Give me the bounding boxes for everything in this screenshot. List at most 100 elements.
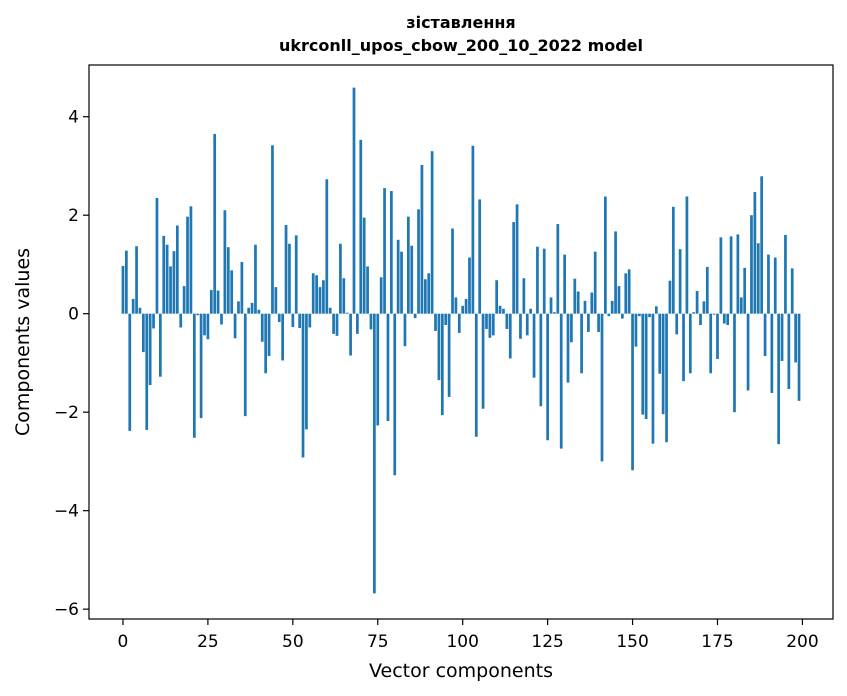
bar-130 bbox=[563, 254, 566, 314]
bar-87 bbox=[417, 209, 420, 314]
bar-61 bbox=[328, 307, 332, 314]
bar-121 bbox=[532, 313, 536, 378]
bar-180 bbox=[733, 313, 736, 413]
bar-153 bbox=[641, 313, 645, 415]
bar-50 bbox=[291, 313, 295, 327]
bar-148 bbox=[624, 273, 628, 314]
x-axis-label: Vector components bbox=[369, 660, 553, 682]
bar-67 bbox=[349, 313, 352, 356]
bar-156 bbox=[651, 313, 655, 444]
x-tick-label: 150 bbox=[616, 632, 648, 652]
bar-32 bbox=[230, 270, 234, 314]
bar-66 bbox=[345, 312, 349, 314]
bar-90 bbox=[427, 273, 431, 314]
bar-84 bbox=[406, 216, 410, 314]
bar-48 bbox=[284, 225, 288, 314]
bar-158 bbox=[658, 313, 662, 374]
bar-150 bbox=[631, 313, 634, 471]
bar-76 bbox=[379, 277, 383, 314]
bar-115 bbox=[512, 222, 516, 314]
bar-31 bbox=[226, 247, 230, 314]
bar-96 bbox=[447, 313, 451, 397]
bar-183 bbox=[743, 267, 747, 314]
bar-26 bbox=[209, 290, 213, 314]
bar-159 bbox=[661, 313, 665, 415]
bar-143 bbox=[607, 313, 611, 317]
x-tick-label: 100 bbox=[446, 632, 478, 652]
bar-22 bbox=[196, 313, 200, 316]
bar-103 bbox=[471, 145, 475, 314]
bar-81 bbox=[396, 239, 400, 314]
bar-107 bbox=[485, 313, 488, 329]
bar-71 bbox=[362, 217, 366, 314]
bar-184 bbox=[746, 313, 750, 391]
bar-43 bbox=[267, 313, 271, 357]
bar-135 bbox=[580, 313, 583, 374]
bar-17 bbox=[179, 313, 183, 328]
bar-35 bbox=[240, 261, 244, 314]
bar-154 bbox=[644, 313, 648, 420]
bar-38 bbox=[250, 302, 254, 314]
y-tick-label: −4 bbox=[54, 502, 79, 522]
bar-52 bbox=[298, 313, 301, 328]
bar-79 bbox=[390, 191, 393, 314]
bar-178 bbox=[726, 313, 730, 326]
bar-100 bbox=[461, 305, 465, 314]
bar-169 bbox=[695, 291, 699, 314]
bar-80 bbox=[393, 313, 397, 476]
bar-5 bbox=[138, 307, 142, 314]
bar-83 bbox=[403, 313, 407, 347]
bar-145 bbox=[614, 231, 617, 314]
bar-9 bbox=[152, 313, 155, 329]
bar-73 bbox=[369, 313, 373, 330]
bar-186 bbox=[753, 192, 757, 314]
bar-136 bbox=[583, 300, 587, 314]
bar-173 bbox=[709, 313, 713, 374]
bar-117 bbox=[519, 313, 522, 339]
bar-11 bbox=[158, 313, 162, 377]
bar-194 bbox=[780, 313, 784, 361]
bar-113 bbox=[505, 313, 509, 329]
bar-95 bbox=[444, 313, 448, 326]
bar-192 bbox=[773, 257, 777, 314]
bar-168 bbox=[692, 312, 696, 314]
bar-187 bbox=[756, 243, 760, 314]
bar-45 bbox=[274, 287, 278, 314]
bar-74 bbox=[373, 313, 376, 594]
bar-60 bbox=[325, 179, 329, 314]
bar-196 bbox=[787, 313, 791, 390]
bar-161 bbox=[668, 280, 672, 314]
bar-170 bbox=[699, 313, 702, 326]
bar-30 bbox=[223, 210, 227, 314]
bar-44 bbox=[271, 145, 274, 314]
x-tick-label: 200 bbox=[786, 632, 818, 652]
bar-42 bbox=[264, 313, 268, 374]
bar-28 bbox=[216, 290, 220, 314]
bar-190 bbox=[767, 254, 770, 314]
bar-98 bbox=[454, 297, 458, 314]
bar-82 bbox=[400, 251, 403, 314]
bar-160 bbox=[665, 313, 668, 443]
bar-8 bbox=[148, 313, 152, 386]
bar-13 bbox=[165, 244, 169, 314]
bar-89 bbox=[423, 279, 427, 314]
bar-97 bbox=[451, 228, 454, 314]
bar-142 bbox=[604, 196, 607, 314]
bar-175 bbox=[716, 313, 719, 359]
bar-15 bbox=[172, 251, 176, 314]
x-axis: 0 25 50 75 100 125 150 175 200 bbox=[118, 619, 819, 652]
bar-197 bbox=[790, 268, 794, 314]
bar-124 bbox=[542, 248, 546, 314]
bar-172 bbox=[705, 266, 709, 314]
bar-108 bbox=[488, 313, 492, 338]
y-tick-label: 4 bbox=[68, 108, 79, 128]
bar-39 bbox=[254, 244, 257, 314]
bar-134 bbox=[576, 291, 580, 314]
bar-152 bbox=[638, 313, 641, 317]
bar-6 bbox=[142, 313, 145, 353]
bar-57 bbox=[315, 275, 318, 314]
bar-10 bbox=[155, 197, 159, 314]
bar-21 bbox=[192, 313, 196, 438]
bar-167 bbox=[688, 313, 692, 374]
